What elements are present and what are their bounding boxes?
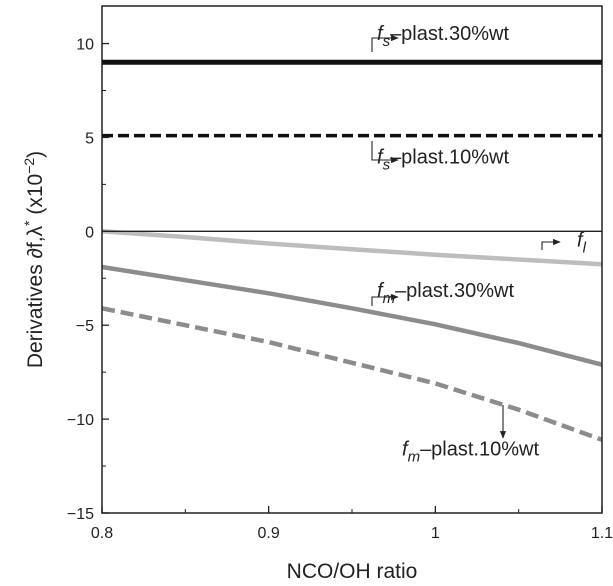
annotation-subscript: m [383,290,396,307]
annotation-subscript: m [408,449,421,466]
annotation-label-1: fs–plast.30%wt [377,23,509,50]
annotation-symbol: f [377,23,385,45]
annotation-arrow-2 [371,141,399,164]
y-tick-label-1: −15 [67,506,94,523]
annotation-subscript: s [383,157,391,174]
annotation-label-5: fm–plast.10%wt [402,439,539,466]
y-title-sup-star: * [21,220,37,226]
series-line-3 [101,229,603,267]
annotation-subscript: l [583,239,587,256]
annotation-text: –plast.30%wt [390,23,509,45]
annotation-symbol: f [577,229,585,251]
annotation-text: –plast.30%wt [395,280,514,302]
x-tick-label-1: 0.8 [91,525,113,542]
y-title-paren-open: (x10 [24,174,47,221]
x-axis-title: NCO/OH ratio [287,560,418,583]
plot-area: 0.8 0.9 1 1.1 −15 −10 −5 0 5 10 NCO/OH ratio Deriva… [21,5,613,583]
y-tick-label-2: −10 [67,412,94,429]
x-tick-label-4: 1.1 [591,525,613,542]
y-title-sup-exp: −2 [21,158,37,174]
x-tick-label-2: 0.9 [258,525,280,542]
y-tick-label-5: 5 [85,130,94,147]
series-line-5 [101,306,603,442]
annotation-symbol: f [377,280,385,302]
annotation-arrow-4 [371,293,399,306]
annotation-subscript: s [383,33,391,50]
y-tick-label-4: 0 [85,224,94,241]
annotation-text: –plast.10%wt [390,147,509,169]
annotation-label-4: fm–plast.30%wt [377,280,514,307]
annotation-symbol: f [402,439,410,461]
y-title-main: Derivatives ∂f,λ [24,225,47,368]
annotation-arrow-1 [371,34,399,52]
annotation-text: –plast.10%wt [420,439,539,461]
y-tick-label-3: −5 [76,318,94,335]
annotation-label-2: fs–plast.10%wt [377,147,509,174]
annotation-symbol: f [377,147,385,169]
y-tick-label-6: 10 [76,37,94,54]
annotation-label-3: fl [577,229,587,256]
series-line-4 [101,264,603,367]
y-axis-title: Derivatives ∂f,λ* (x10−2) [21,151,47,368]
annotation-arrow-3 [541,238,561,250]
x-tick-label-3: 1 [431,525,440,542]
y-title-paren-close: ) [24,151,47,158]
